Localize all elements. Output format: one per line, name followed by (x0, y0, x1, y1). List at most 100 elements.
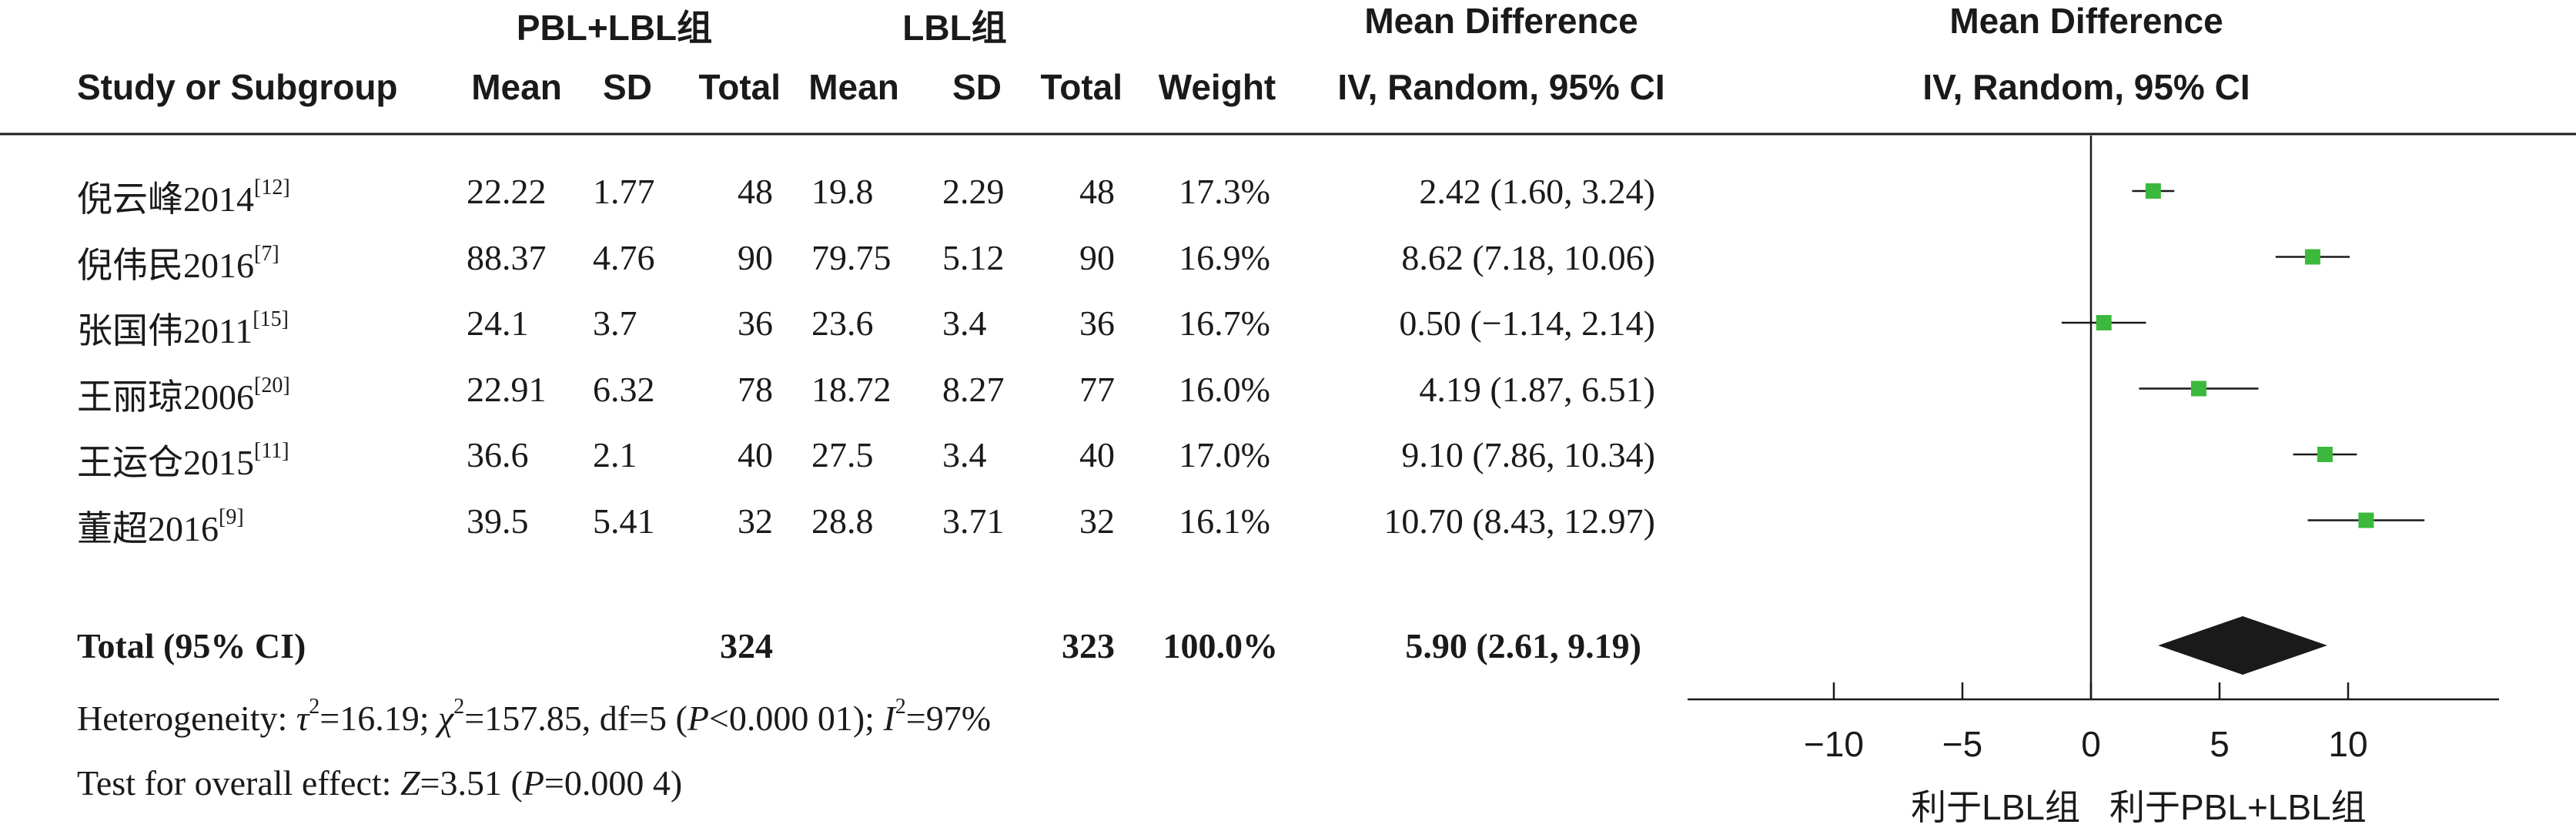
pooled-diamond (2158, 616, 2327, 675)
total2-header: Total (1040, 67, 1122, 107)
study-name-text: 王丽琼2006 (77, 377, 254, 417)
p-value: <0.000 01); (708, 699, 884, 738)
plot-header-sub: IV, Random, 95% CI (1922, 67, 2250, 107)
sd2-cell: 8.27 (942, 370, 1005, 409)
chi-symbol: χ (438, 699, 454, 738)
group2-header: LBL组 (902, 8, 1007, 48)
mean2-cell: 18.72 (811, 370, 892, 409)
x-tick-label: 10 (2328, 724, 2367, 764)
total-n2: 323 (1062, 626, 1115, 665)
study-name: 王丽琼2006[20] (77, 369, 290, 420)
chi-value: =157.85, df=5 ( (464, 699, 687, 738)
study-name: 倪伟民2016[7] (77, 237, 279, 288)
n1-cell: 48 (738, 172, 773, 211)
study-column-header: Study or Subgroup (77, 67, 398, 107)
sd1-cell: 6.32 (593, 370, 655, 409)
study-name-text: 倪伟民2016 (77, 246, 254, 285)
weight-header: Weight (1158, 67, 1276, 107)
study-name: 张国伟2011[15] (77, 303, 289, 354)
study-reference: [7] (254, 242, 279, 266)
n2-cell: 40 (1079, 435, 1115, 474)
sd2-cell: 5.12 (942, 238, 1005, 277)
favours-right-label: 利于PBL+LBL组 (2109, 787, 2367, 827)
overall-p-symbol: P (522, 763, 544, 803)
weight-cell: 16.7% (1179, 303, 1270, 343)
study-name: 倪云峰2014[12] (77, 171, 290, 222)
n2-cell: 77 (1079, 370, 1115, 409)
heterogeneity-prefix: Heterogeneity: (77, 699, 296, 738)
total-label: Total (95% CI) (77, 626, 306, 665)
heterogeneity-text: Heterogeneity: τ2=16.19; χ2=157.85, df=5… (77, 695, 992, 739)
overall-prefix: Test for overall effect: (77, 763, 400, 803)
weight-cell: 16.0% (1179, 370, 1270, 409)
sd1-cell: 2.1 (593, 435, 637, 474)
md-header-sub: IV, Random, 95% CI (1337, 67, 1665, 107)
study-name: 董超2016[9] (77, 501, 244, 551)
weight-cell: 16.9% (1179, 238, 1270, 277)
study-reference: [12] (254, 176, 290, 199)
n1-cell: 78 (738, 370, 773, 409)
mean2-cell: 23.6 (811, 303, 874, 343)
ci-cell: 4.19 (1.87, 6.51) (1419, 370, 1655, 409)
weight-cell: 17.3% (1179, 172, 1270, 211)
plot-header-top: Mean Difference (1949, 1, 2223, 41)
study-name-text: 倪云峰2014 (77, 179, 254, 219)
mean1-cell: 22.91 (467, 370, 547, 409)
study-name: 王运仓2015[11] (77, 434, 289, 485)
n2-cell: 32 (1079, 501, 1115, 541)
study-marker (2317, 447, 2333, 462)
study-marker (2304, 249, 2320, 265)
mean1-cell: 39.5 (467, 501, 529, 541)
sd2-cell: 3.4 (942, 303, 987, 343)
overall-effect-text: Test for overall effect: Z=3.51 (P=0.000… (77, 763, 682, 803)
ci-cell: 10.70 (8.43, 12.97) (1383, 501, 1655, 541)
mean2-cell: 79.75 (811, 238, 892, 277)
sd2-cell: 2.29 (942, 172, 1005, 211)
sd2-header: SD (952, 67, 1002, 107)
md-header-top: Mean Difference (1364, 1, 1638, 41)
total1-header: Total (698, 67, 781, 107)
total-weight: 100.0% (1163, 626, 1279, 665)
x-tick-label: −10 (1804, 724, 1864, 764)
x-tick-label: −5 (1942, 724, 1982, 764)
i-value: =97% (905, 699, 992, 738)
overall-p-value: =0.000 4) (544, 763, 683, 803)
sd1-cell: 1.77 (593, 172, 655, 211)
n2-cell: 36 (1079, 303, 1115, 343)
sd1-cell: 4.76 (593, 238, 655, 277)
sd1-cell: 5.41 (593, 501, 655, 541)
study-marker (2096, 315, 2112, 330)
ci-cell: 8.62 (7.18, 10.06) (1401, 238, 1655, 277)
mean2-cell: 27.5 (811, 435, 874, 474)
favours-left-label: 利于LBL组 (1911, 787, 2080, 827)
tau-symbol: τ (296, 699, 309, 738)
study-name-text: 张国伟2011 (77, 311, 253, 350)
mean1-cell: 88.37 (467, 238, 547, 277)
study-reference: [11] (254, 439, 289, 463)
study-marker (2190, 380, 2206, 397)
mean2-cell: 19.8 (811, 172, 874, 211)
sd1-cell: 3.7 (593, 303, 637, 343)
n2-cell: 48 (1079, 172, 1115, 211)
z-symbol: Z (400, 763, 420, 803)
mean1-cell: 36.6 (467, 435, 529, 474)
study-marker (2358, 512, 2374, 528)
n1-cell: 90 (738, 238, 773, 277)
study-name-text: 董超2016 (77, 509, 219, 548)
n1-cell: 40 (738, 435, 773, 474)
ci-cell: 0.50 (−1.14, 2.14) (1399, 303, 1655, 343)
weight-cell: 17.0% (1179, 435, 1270, 474)
weight-cell: 16.1% (1179, 501, 1270, 541)
study-name-text: 王运仓2015 (77, 443, 254, 482)
mean1-cell: 22.22 (467, 172, 547, 211)
total-n1: 324 (720, 626, 773, 665)
i-symbol: I (883, 699, 895, 738)
group1-header: PBL+LBL组 (516, 8, 713, 48)
study-reference: [9] (219, 505, 244, 529)
x-tick-label: 5 (2210, 724, 2230, 764)
z-value: =3.51 ( (420, 763, 523, 803)
total-ci: 5.90 (2.61, 9.19) (1405, 626, 1641, 665)
n1-cell: 36 (738, 303, 773, 343)
sd2-cell: 3.71 (942, 501, 1005, 541)
